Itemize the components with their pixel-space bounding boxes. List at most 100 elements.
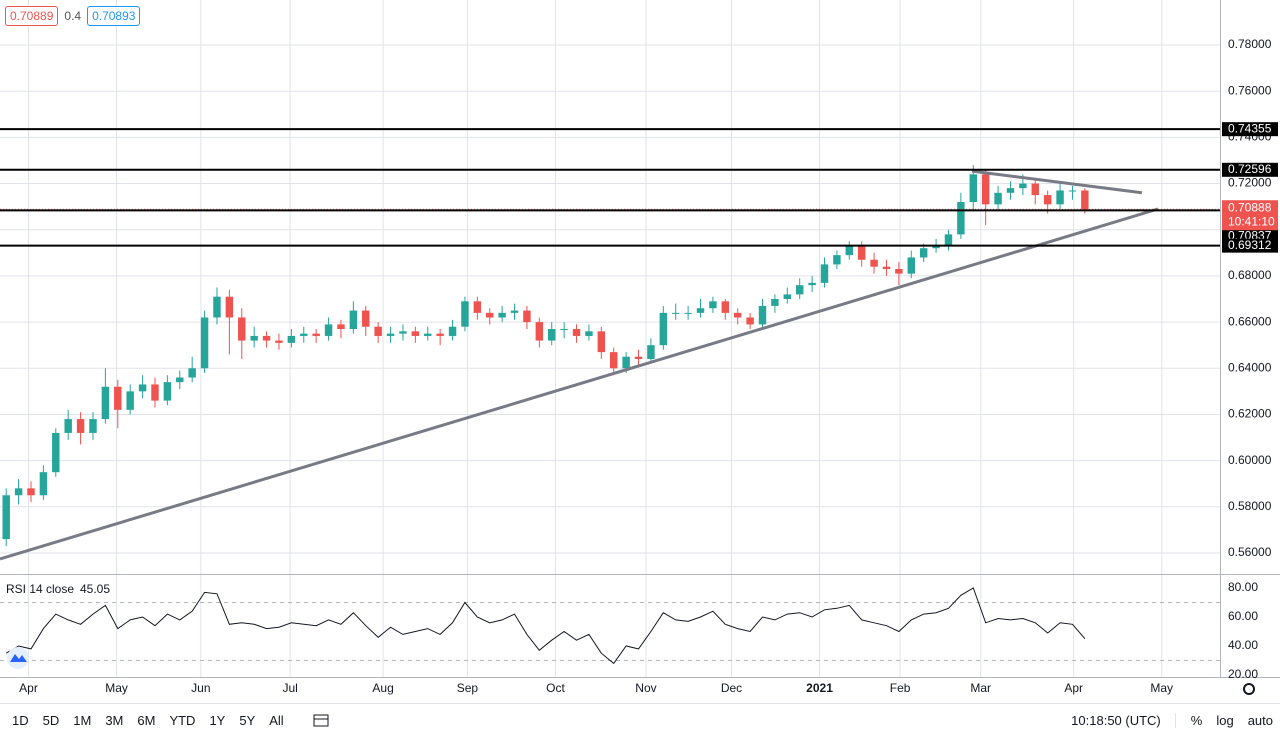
candle-body [548, 329, 556, 341]
candle-body [981, 174, 990, 205]
y-tick-label: 0.64000 [1228, 360, 1272, 374]
rsi-line [5, 587, 1086, 665]
x-tick-label: Oct [546, 681, 565, 695]
candle-body [448, 326, 457, 336]
last-price-label: 0.70888 [1228, 200, 1272, 214]
candle-body [27, 488, 35, 496]
candle-body [523, 310, 531, 323]
chart: Apr May Jun Jul Aug Sep Oct Nov Dec 2021 Feb Mar Apr… [0, 0, 1280, 695]
candle-body [213, 296, 221, 318]
last-price-box [1222, 200, 1278, 231]
candle-body [721, 301, 730, 313]
range-button[interactable]: 6M [137, 712, 156, 728]
candle-body [225, 296, 234, 318]
y-tick-label: 0.68000 [1228, 268, 1272, 282]
candle-body [882, 266, 891, 269]
candle-body [411, 331, 420, 336]
candle-body [151, 384, 159, 401]
candle-body [287, 335, 296, 343]
candle-body [473, 301, 482, 313]
candle-body [932, 245, 940, 249]
y-tick-label: 80.00 [1228, 580, 1258, 594]
rsi-value: 45.05 [80, 582, 110, 596]
candle-body [2, 495, 10, 540]
logo-mark [10, 654, 27, 662]
range-button[interactable]: 1Y [209, 712, 226, 728]
settings-icon[interactable] [1243, 683, 1255, 695]
candle-body [188, 368, 196, 378]
candle-body [114, 386, 122, 410]
y-tick-label: 0.60000 [1228, 453, 1272, 467]
candle-body [684, 312, 692, 314]
countdown: 10:41:10 [1228, 214, 1275, 228]
scale-option[interactable]: auto [1247, 712, 1273, 728]
range-button[interactable]: 5Y [239, 712, 256, 728]
spread: 0.4 [64, 9, 82, 23]
date-range-icon[interactable] [311, 712, 333, 728]
candle-body [870, 259, 878, 267]
candle-body [64, 419, 72, 433]
candle-body [647, 345, 655, 360]
y-tick-label: 0.72000 [1228, 176, 1272, 190]
candle-body [1006, 188, 1015, 193]
range-button[interactable]: YTD [169, 712, 196, 728]
scale-option[interactable]: % [1190, 712, 1203, 728]
candle-body [634, 356, 643, 360]
scale-option[interactable]: log [1216, 712, 1234, 728]
y-tick-label: 0.76000 [1228, 83, 1272, 97]
x-tick-label: May [1150, 681, 1173, 695]
range-button[interactable]: 3M [105, 712, 124, 728]
candle-body [1081, 190, 1089, 210]
candle-body [696, 308, 705, 313]
x-tick-label: Dec [721, 681, 742, 695]
candle-body [89, 419, 97, 433]
candle-body [424, 333, 432, 336]
candle-body [52, 432, 60, 473]
x-tick-label: May [105, 681, 128, 695]
candle-body [337, 324, 345, 330]
x-tick-label: Sep [457, 681, 479, 695]
candle-body [746, 317, 754, 325]
candle-body [919, 248, 928, 258]
y-tick-label: 0.78000 [1228, 37, 1272, 51]
buy-price[interactable]: 0.70893 [87, 6, 141, 26]
candle-body [262, 335, 271, 341]
range-button[interactable]: 1D [12, 712, 29, 728]
candle-body [857, 245, 866, 260]
range-button[interactable]: 5D [42, 712, 60, 728]
candle-body [969, 174, 977, 203]
level-label-box [1222, 122, 1278, 137]
level-label-box [1222, 238, 1278, 253]
candle-body [126, 391, 134, 410]
candle-body [312, 333, 320, 336]
y-tick-label: 60.00 [1228, 609, 1258, 623]
rsi-title: RSI 14 close [6, 582, 74, 596]
candle-body [386, 333, 395, 336]
candle-body [709, 301, 717, 309]
trend-line [0, 207, 1159, 561]
candle-body [833, 255, 841, 265]
y-tick-label: 0.66000 [1228, 314, 1272, 328]
range-button[interactable]: 1M [73, 712, 92, 728]
candle-body [1043, 195, 1052, 205]
candle-body [399, 331, 407, 334]
candle-body [275, 340, 283, 343]
x-tick-label: Jul [282, 681, 297, 695]
x-tick-label: Feb [890, 681, 911, 695]
sell-price[interactable]: 0.70889 [5, 6, 59, 26]
x-tick-label: Mar [970, 681, 991, 695]
candle-body [436, 333, 444, 336]
x-tick-label: Apr [19, 681, 38, 695]
y-tick-label: 20.00 [1228, 667, 1258, 681]
range-button[interactable]: All [269, 712, 284, 728]
candle-body [845, 245, 854, 256]
candle-body [795, 285, 804, 295]
candle-body [895, 268, 903, 274]
candle-body [1056, 190, 1064, 205]
candle-body [39, 472, 48, 496]
candle-body [758, 305, 767, 325]
candle-body [510, 310, 519, 313]
candle-body [808, 282, 816, 286]
toolbar: 1D 5D 1M 3M 6M YTD 1Y 5Y All 10:18:50 (UTC) % log… [0, 703, 1280, 736]
x-tick-label: Nov [635, 681, 656, 695]
